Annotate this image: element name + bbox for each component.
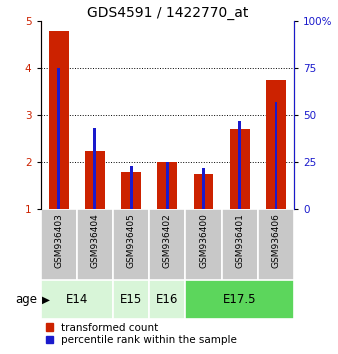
- Bar: [77, 209, 113, 280]
- Bar: [49, 31, 69, 209]
- Bar: [222, 209, 258, 280]
- Text: E14: E14: [66, 293, 88, 306]
- Text: E17.5: E17.5: [223, 293, 257, 306]
- Bar: [166, 162, 169, 209]
- Text: GSM936403: GSM936403: [54, 213, 63, 268]
- Text: age: age: [15, 293, 37, 306]
- Bar: [121, 172, 141, 209]
- Bar: [258, 209, 294, 280]
- Title: GDS4591 / 1422770_at: GDS4591 / 1422770_at: [87, 6, 248, 20]
- Text: ▶: ▶: [42, 295, 50, 304]
- Bar: [149, 209, 186, 280]
- Text: GSM936405: GSM936405: [127, 213, 136, 268]
- Text: GSM936404: GSM936404: [90, 213, 99, 268]
- Bar: [202, 168, 205, 209]
- Bar: [41, 280, 113, 319]
- Text: E16: E16: [156, 293, 178, 306]
- Bar: [130, 166, 132, 209]
- Bar: [186, 280, 294, 319]
- Text: GSM936406: GSM936406: [271, 213, 281, 268]
- Text: GSM936402: GSM936402: [163, 213, 172, 268]
- Bar: [93, 129, 96, 209]
- Bar: [266, 80, 286, 209]
- Bar: [274, 102, 277, 209]
- Bar: [85, 150, 105, 209]
- Text: E15: E15: [120, 293, 142, 306]
- Legend: transformed count, percentile rank within the sample: transformed count, percentile rank withi…: [46, 323, 237, 346]
- Text: GSM936400: GSM936400: [199, 213, 208, 268]
- Bar: [238, 121, 241, 209]
- Bar: [113, 209, 149, 280]
- Bar: [194, 174, 214, 209]
- Text: GSM936401: GSM936401: [235, 213, 244, 268]
- Bar: [158, 162, 177, 209]
- Bar: [149, 280, 186, 319]
- Bar: [230, 130, 250, 209]
- Bar: [113, 280, 149, 319]
- Bar: [186, 209, 222, 280]
- Bar: [41, 209, 77, 280]
- Bar: [57, 68, 60, 209]
